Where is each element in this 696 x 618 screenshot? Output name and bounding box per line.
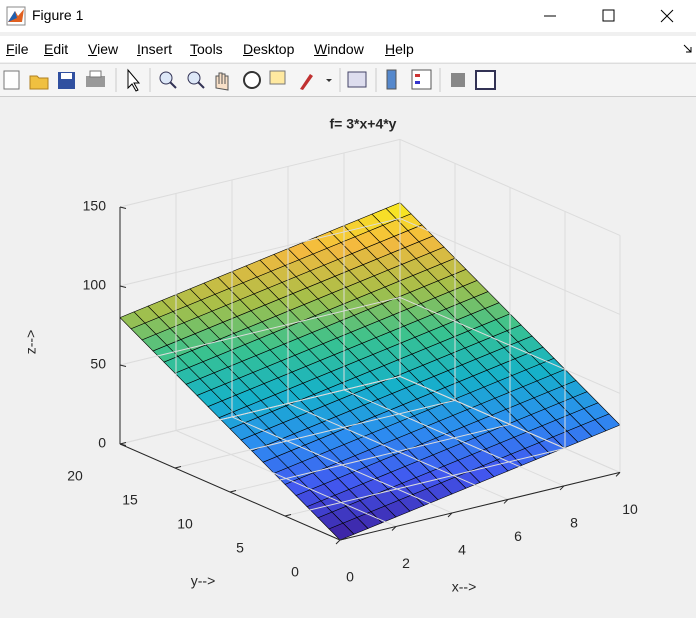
rotate-icon[interactable] [243, 71, 261, 89]
zoom-out-icon[interactable] [187, 71, 201, 85]
app-icon [6, 6, 26, 26]
dock-arrow[interactable] [682, 43, 694, 55]
x-axis-line [339, 471, 621, 541]
grid-line [399, 296, 621, 394]
grid-line [229, 423, 511, 493]
select-icon[interactable] [127, 68, 141, 92]
z-tick-label: 50 [90, 356, 106, 372]
grid-line [399, 217, 621, 315]
menu-item[interactable]: View [88, 41, 119, 57]
menu-item[interactable]: Tools [190, 41, 223, 57]
z-tick [119, 206, 127, 209]
toolbar [0, 63, 696, 97]
z-tick-label: 150 [83, 198, 107, 214]
menu-item[interactable]: Window [314, 41, 364, 57]
x-tick [391, 526, 397, 531]
chart-title: f= 3*x+4*y [330, 116, 397, 132]
x-tick [335, 539, 341, 545]
z-axis-label: z--> [23, 330, 39, 355]
z-tick [119, 285, 127, 288]
window-title: Figure 1 [32, 7, 84, 23]
y-tick-label: 0 [291, 564, 299, 580]
y-tick [174, 466, 182, 469]
close-button[interactable] [660, 9, 674, 23]
y-axis-label: y--> [191, 573, 216, 589]
menu-item[interactable]: Help [385, 41, 414, 57]
z-tick [119, 364, 127, 367]
open-icon[interactable] [29, 75, 49, 90]
menu-item[interactable]: Desktop [243, 41, 295, 57]
x-tick [447, 512, 453, 518]
hide-tools-icon[interactable] [451, 73, 465, 87]
grid-line [119, 138, 401, 208]
grid-line [119, 296, 401, 366]
brush-icon[interactable] [300, 74, 313, 90]
y-tick-label: 10 [177, 516, 193, 532]
show-tools-icon[interactable] [475, 70, 496, 90]
y-tick-label: 5 [236, 540, 244, 556]
x-axis-label: x--> [452, 579, 477, 595]
legend-icon[interactable] [411, 69, 432, 90]
maximize-button[interactable] [602, 9, 615, 22]
y-tick-label: 15 [122, 492, 138, 508]
datatip-icon[interactable] [269, 70, 286, 85]
x-tick [615, 472, 621, 477]
z-tick-label: 0 [98, 435, 106, 451]
x-tick-label: 2 [402, 555, 410, 571]
y-tick [339, 538, 347, 541]
colorbar-icon[interactable] [386, 69, 397, 90]
grid-line [174, 399, 456, 469]
y-tick [119, 442, 127, 445]
zoom-in-icon[interactable] [159, 71, 173, 85]
x-tick-label: 4 [458, 542, 466, 558]
menu-item[interactable]: Insert [137, 41, 173, 57]
print-icon[interactable] [86, 76, 105, 87]
pan-icon[interactable] [215, 72, 229, 91]
x-tick-label: 6 [514, 528, 522, 544]
x-tick-label: 8 [570, 515, 578, 531]
x-tick [503, 499, 509, 504]
menu-item[interactable]: Edit [44, 41, 69, 57]
y-tick [284, 514, 292, 517]
title-bar: Figure 1 [0, 0, 696, 32]
toolbar-icons [3, 68, 496, 92]
y-tick-label: 20 [67, 468, 83, 484]
window-controls[interactable] [516, 0, 696, 32]
menu-item[interactable]: File [6, 41, 29, 57]
grid-line [119, 375, 401, 445]
y-tick [229, 490, 237, 493]
menu-bar: File Edit View Insert Tools Desktop Wind… [0, 36, 696, 62]
grid-line [399, 375, 621, 473]
grid-line [284, 447, 566, 517]
new-icon[interactable] [3, 70, 20, 90]
x-tick-label: 0 [346, 569, 354, 585]
grid-line [399, 138, 621, 236]
z-tick-label: 100 [83, 277, 107, 293]
link-icon[interactable] [347, 71, 367, 88]
x-tick-label: 10 [622, 501, 638, 517]
x-tick [559, 485, 565, 491]
grid-line [119, 217, 401, 287]
